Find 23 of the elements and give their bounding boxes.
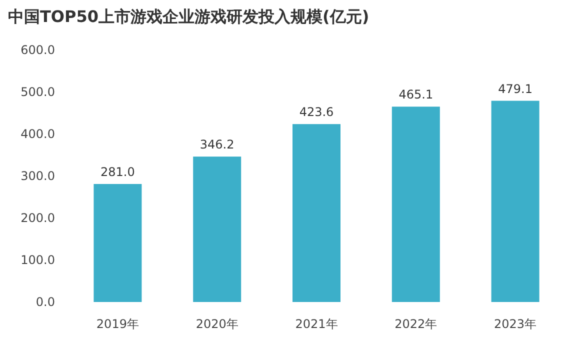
bar <box>94 184 142 302</box>
x-tick-label: 2019年 <box>96 317 139 331</box>
data-label: 346.2 <box>200 138 234 152</box>
y-tick-label: 0.0 <box>36 295 55 309</box>
bar <box>392 106 440 302</box>
y-tick-label: 300.0 <box>20 169 55 183</box>
x-tick-label: 2021年 <box>295 317 338 331</box>
chart-title: 中国TOP50上市游戏企业游戏研发投入规模(亿元) <box>8 7 370 26</box>
data-label: 281.0 <box>100 164 135 179</box>
y-tick-label: 500.0 <box>20 85 55 99</box>
data-label: 423.6 <box>299 105 334 120</box>
bar <box>193 156 242 302</box>
x-tick-label: 2022年 <box>394 317 438 331</box>
bar <box>491 100 540 302</box>
data-label: 479.1 <box>498 82 532 96</box>
y-tick-label: 100.0 <box>20 253 55 267</box>
x-tick-label: 2023年 <box>494 317 537 331</box>
y-tick-label: 400.0 <box>20 127 55 141</box>
y-tick-label: 200.0 <box>20 211 55 225</box>
bar <box>292 124 340 302</box>
data-label: 465.1 <box>398 88 434 102</box>
y-tick-label: 600.0 <box>20 43 55 57</box>
x-tick-label: 2020年 <box>196 317 238 331</box>
